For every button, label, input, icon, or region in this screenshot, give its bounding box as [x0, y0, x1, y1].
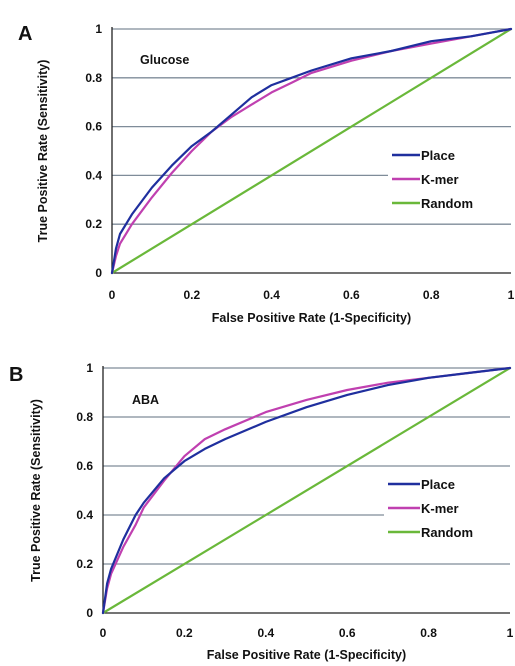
y-tick-label: 0.6 [76, 459, 93, 473]
x-tick-label: 1 [507, 626, 514, 640]
legend-bg [384, 523, 514, 541]
x-tick-label: 0.2 [183, 288, 200, 302]
x-tick-label: 0 [100, 626, 107, 640]
legend-label: Random [421, 525, 473, 540]
series-line-place [110, 27, 513, 275]
legend-bg [384, 475, 514, 493]
legend-label: Random [421, 196, 473, 211]
y-tick-label: 1 [95, 22, 102, 36]
x-tick-label: 0.4 [257, 626, 274, 640]
y-tick-label: 0.4 [76, 508, 93, 522]
series-line-k-mer [101, 366, 512, 615]
legend-label: K-mer [421, 172, 459, 187]
x-axis-label: False Positive Rate (1-Specificity) [212, 311, 411, 325]
y-tick-label: 0.4 [85, 168, 102, 182]
chart-panel-a: 0 0.2 0.4 0.6 0.8 1 0 0.2 0.4 0.6 0.8 1 False Positi… [18, 22, 515, 325]
legend-bg [388, 194, 515, 212]
series-line-random [110, 27, 513, 275]
legend-label: Place [421, 148, 455, 163]
y-tick-label: 0 [86, 606, 93, 620]
panel-letter: B [9, 364, 23, 386]
series-line-random [101, 366, 512, 615]
x-tick-label: 0.4 [263, 288, 280, 302]
panel-letter: A [18, 23, 32, 45]
y-tick-label: 0.8 [85, 71, 102, 85]
x-tick-label: 0.6 [339, 626, 356, 640]
x-tick-label: 0.8 [420, 626, 437, 640]
x-axis-label: False Positive Rate (1-Specificity) [207, 648, 406, 662]
x-tick-label: 0.8 [423, 288, 440, 302]
y-tick-label: 0 [95, 266, 102, 280]
legend: Place K-mer Random [388, 146, 515, 212]
x-tick-label: 0.6 [343, 288, 360, 302]
x-tick-label: 0 [109, 288, 116, 302]
panel-annotation: ABA [132, 393, 159, 407]
y-axis-label: True Positive Rate (Sensitivity) [36, 60, 50, 243]
y-tick-label: 0.2 [85, 217, 102, 231]
legend-bg [388, 170, 515, 188]
y-tick-label: 0.8 [76, 410, 93, 424]
y-tick-label: 0.2 [76, 557, 93, 571]
y-tick-label: 1 [86, 361, 93, 375]
x-tick-label: 0.2 [176, 626, 193, 640]
legend-label: Place [421, 477, 455, 492]
legend-bg [384, 499, 514, 517]
legend: Place K-mer Random [384, 475, 514, 541]
series-line-place [101, 366, 512, 615]
legend-bg [388, 146, 515, 164]
y-axis-label: True Positive Rate (Sensitivity) [29, 399, 43, 582]
chart-panel-b: 0 0.2 0.4 0.6 0.8 1 0 0.2 0.4 0.6 0.8 1 False Positi… [9, 361, 514, 662]
panel-annotation: Glucose [140, 53, 189, 67]
y-tick-label: 0.6 [85, 120, 102, 134]
legend-label: K-mer [421, 501, 459, 516]
x-tick-label: 1 [508, 288, 515, 302]
